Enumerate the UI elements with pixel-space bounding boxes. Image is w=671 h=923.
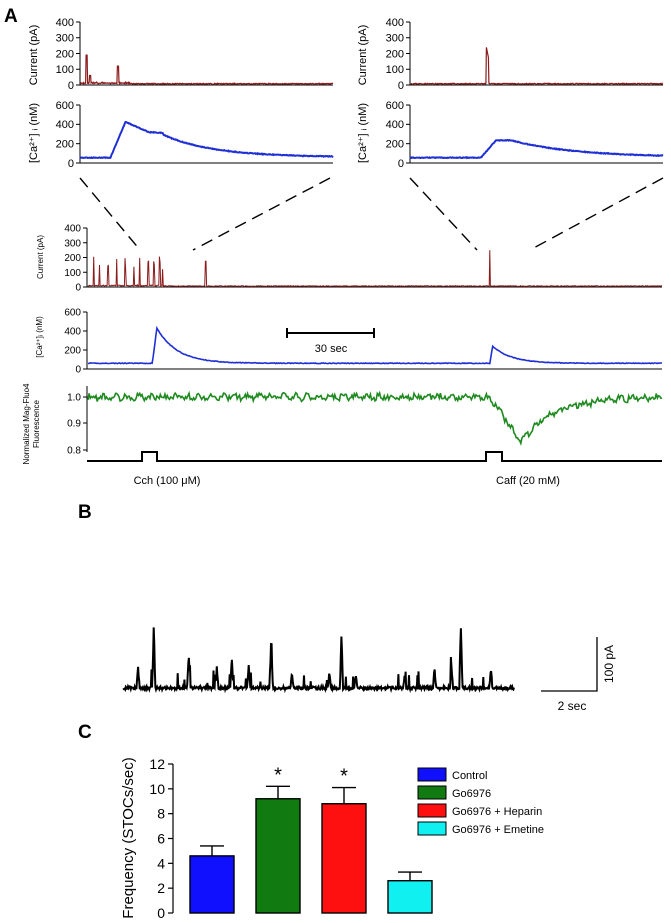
stimulus-protocol-line [87, 451, 662, 462]
top-right-current-axis: 400 300 200 100 0 [386, 17, 663, 92]
legend-label: Go6976 + Emetine [452, 824, 544, 836]
bar-chart-ylabel: Frequency (STOCs/sec) [120, 757, 137, 918]
legend-swatch [417, 803, 447, 818]
top-right-calcium-trace [409, 138, 664, 160]
top-left-calcium-tick-label: 400 [56, 119, 74, 131]
fluorescence-ylabel-line2: Fluorescence [32, 399, 41, 448]
mid-calcium-ylabel: [Ca²⁺]ᵢ (nM) [35, 316, 44, 358]
top-right-calcium-tick-label: 0 [398, 158, 404, 170]
top-right-calcium-axis: 600 400 200 0 [386, 100, 663, 170]
top-right-current-tick-label: 0 [398, 80, 404, 92]
fluorescence-trace [87, 390, 663, 446]
top-right-current-tick-label: 300 [386, 33, 404, 45]
fluorescence-ylabel-line1: Normalized Mag-Fluo4 [22, 383, 31, 464]
zoom-line-1 [79, 177, 141, 251]
panel-a-top-left: 400 300 200 100 0 600 400 200 0 Current (pA) [C… [28, 17, 334, 170]
panel-a-top-right: 400 300 200 100 0 600 400 200 0 Current (pA) [C… [357, 17, 664, 170]
mid-calcium-axis: 600 400 200 0 [64, 308, 662, 376]
top-right-calcium-tick-label: 200 [386, 139, 404, 151]
panel-a-full-record: 400 300 200 100 0 600 400 200 0 1.0 0.9 0.8 Curre… [22, 224, 663, 487]
significance-marker: * [340, 766, 348, 788]
top-right-current-trace [410, 47, 664, 86]
mid-calcium-tick-label: 0 [75, 365, 81, 376]
bar-chart-y-tick-label: 0 [157, 905, 165, 921]
mid-current-tick-label: 0 [75, 283, 81, 294]
panel-label-b: B [78, 502, 92, 523]
legend-label: Go6976 + Heparin [452, 806, 542, 818]
fluorescence-tick-label: 0.9 [67, 419, 81, 430]
panel-label-a: A [4, 6, 18, 27]
stoc-current-trace [122, 627, 515, 694]
mid-current-tick-label: 400 [64, 224, 81, 235]
top-right-calcium-tick-label: 600 [386, 100, 404, 112]
panel-b-scale-bars [541, 637, 598, 692]
legend-label: Control [452, 770, 487, 782]
panel-b-current-scale-label: 100 pA [602, 645, 616, 683]
top-right-current-ylabel: Current (pA) [357, 25, 369, 86]
time-scale-label: 30 sec [315, 343, 348, 355]
zoom-line-2 [192, 177, 331, 251]
mid-calcium-tick-label: 200 [64, 346, 81, 357]
top-left-calcium-tick-label: 0 [68, 158, 74, 170]
legend-swatch [417, 821, 447, 836]
top-right-current-tick-label: 200 [386, 48, 404, 60]
bar-3 [321, 803, 367, 914]
top-left-current-ylabel: Current (pA) [28, 25, 40, 86]
stimulus-caff-label: Caff (20 mM) [496, 475, 560, 487]
top-left-calcium-axis: 600 400 200 0 [56, 100, 333, 170]
bar-chart-y-tick-label: 12 [149, 756, 165, 772]
fluorescence-axis: 1.0 0.9 0.8 [67, 386, 88, 457]
top-left-current-tick-label: 300 [56, 33, 74, 45]
fluorescence-tick-label: 1.0 [67, 393, 81, 404]
top-right-current-tick-label: 400 [386, 17, 404, 29]
significance-marker: * [274, 764, 282, 786]
bar-4 [387, 880, 433, 914]
mid-current-trace [87, 250, 662, 288]
panel-b: 2 sec 100 pA [122, 627, 616, 713]
bar-chart-y-tick-label: 4 [157, 855, 165, 871]
top-left-current-axis: 400 300 200 100 0 [56, 17, 333, 92]
legend-swatch [417, 767, 447, 782]
fluorescence-tick-label: 0.8 [67, 446, 81, 457]
mid-calcium-tick-label: 400 [64, 327, 81, 338]
zoom-indicator-lines [79, 177, 664, 251]
zoom-line-3 [409, 177, 478, 251]
stimulus-cch-label: Cch (100 μM) [134, 475, 201, 487]
mid-current-ylabel: Current (pA) [36, 235, 45, 279]
bar-chart-y-tick-label: 8 [157, 806, 165, 822]
top-left-current-tick-label: 200 [56, 48, 74, 60]
top-left-calcium-trace [79, 120, 334, 160]
panel-label-c: C [78, 722, 92, 743]
legend-label: Go6976 [452, 788, 491, 800]
bar-chart-y-tick-label: 6 [157, 831, 165, 847]
bar-chart-legend: Control Go6976 Go6976 + Heparin Go6976 + Em… [417, 767, 544, 836]
mid-calcium-tick-label: 600 [64, 308, 81, 319]
bar-chart-y-tick-label: 10 [149, 781, 165, 797]
top-right-current-tick-label: 100 [386, 64, 404, 76]
legend-swatch [417, 785, 447, 800]
top-left-current-trace [79, 54, 334, 86]
top-left-current-tick-label: 100 [56, 64, 74, 76]
panel-b-time-scale-label: 2 sec [558, 699, 587, 713]
bar-chart-bars: * * [189, 764, 433, 914]
mid-current-tick-label: 100 [64, 268, 81, 279]
top-left-calcium-tick-label: 600 [56, 100, 74, 112]
mid-current-axis: 400 300 200 100 0 [64, 224, 662, 294]
top-right-calcium-tick-label: 400 [386, 119, 404, 131]
top-right-calcium-ylabel: [Ca²⁺] ᵢ (nM) [357, 103, 369, 163]
bar-chart-axis: 0 2 4 6 8 10 12 [149, 756, 174, 921]
zoom-line-4 [529, 177, 664, 251]
top-left-current-tick-label: 0 [68, 80, 74, 92]
mid-current-tick-label: 200 [64, 253, 81, 264]
bar-1 [189, 855, 235, 914]
mid-current-tick-label: 300 [64, 238, 81, 249]
bar-chart-y-tick-label: 2 [157, 880, 165, 896]
bar-2 [255, 798, 301, 914]
mid-calcium-trace [87, 325, 663, 365]
top-left-calcium-tick-label: 200 [56, 139, 74, 151]
top-left-calcium-ylabel: [Ca²⁺] ᵢ (nM) [28, 103, 40, 163]
top-left-current-tick-label: 400 [56, 17, 74, 29]
